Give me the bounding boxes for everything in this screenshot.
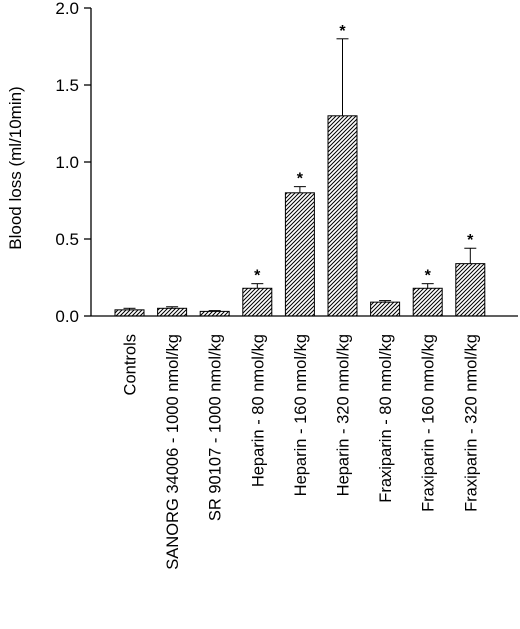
significance-star-7: * <box>425 268 432 285</box>
x-tick-label-5: Heparin - 320 nmol/kg <box>335 334 353 496</box>
bar-5 <box>327 115 358 317</box>
x-tick-label-0: Controls <box>122 334 140 395</box>
significance-star-3: * <box>254 268 261 285</box>
bar-0 <box>114 309 145 317</box>
x-tick-labels-group: Controls SANORG 34006 - 1000 nmol/kg SR 90… <box>122 334 481 570</box>
y-tick-label-3: 1.5 <box>55 76 79 95</box>
y-tick-label-1: 0.5 <box>55 230 79 249</box>
bar-3 <box>242 287 273 317</box>
bar-8 <box>455 263 486 317</box>
y-axis-title: Blood loss (ml/10min) <box>6 86 25 249</box>
bar-6 <box>370 301 401 317</box>
y-tick-label-2: 1.0 <box>55 153 79 172</box>
significance-star-8: * <box>467 232 474 249</box>
significance-markers-group: * * * * * <box>254 23 474 285</box>
significance-star-5: * <box>339 23 346 40</box>
bar-1 <box>157 307 188 317</box>
x-tick-label-8: Fraxiparin - 320 nmol/kg <box>462 334 480 512</box>
x-tick-label-3: Heparin - 80 nmol/kg <box>249 334 267 487</box>
y-tick-label-0: 0.0 <box>55 307 79 326</box>
x-tick-label-1: SANORG 34006 - 1000 nmol/kg <box>164 334 182 570</box>
bars-group <box>114 115 486 317</box>
x-tick-label-6: Fraxiparin - 80 nmol/kg <box>377 334 395 503</box>
x-tick-label-2: SR 90107 - 1000 nmol/kg <box>207 334 225 521</box>
bar-2 <box>199 310 230 317</box>
x-tick-label-7: Fraxiparin - 160 nmol/kg <box>420 334 438 512</box>
bar-7 <box>412 287 443 317</box>
significance-star-4: * <box>297 171 304 188</box>
y-tick-label-4: 2.0 <box>55 0 79 18</box>
x-tick-label-4: Heparin - 160 nmol/kg <box>292 334 310 496</box>
error-bars-group <box>123 38 477 312</box>
bar-4 <box>284 192 315 317</box>
y-ticks-group: 0.0 0.5 1.0 1.5 2.0 <box>55 0 91 326</box>
